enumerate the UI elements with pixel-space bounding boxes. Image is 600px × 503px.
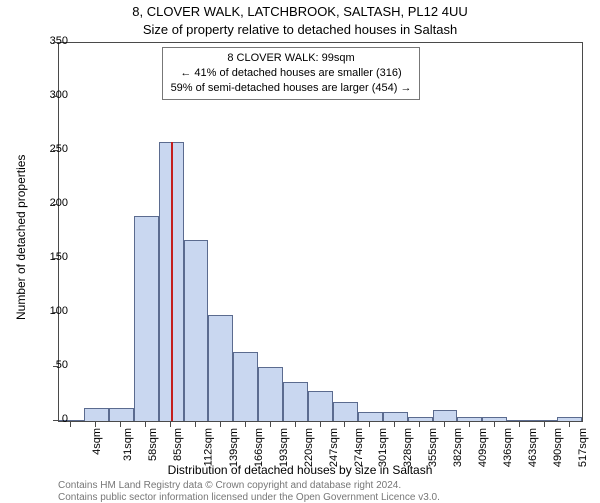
histogram-bar [233,352,258,421]
histogram-bar [184,240,209,421]
marker-line [171,142,173,421]
x-tick-mark [120,422,121,427]
x-tick-mark [369,422,370,427]
histogram-bar [308,391,333,421]
x-tick-mark [320,422,321,427]
y-tick-mark [53,258,58,259]
chart-subtitle: Size of property relative to detached ho… [0,22,600,37]
y-tick-label: 50 [28,359,68,371]
histogram-bar [134,216,159,421]
x-tick-label: 220sqm [303,428,315,467]
histogram-bar [84,408,109,421]
chart-container: 8, CLOVER WALK, LATCHBROOK, SALTASH, PL1… [0,0,600,500]
y-tick-label: 300 [28,89,68,101]
y-tick-mark [53,204,58,205]
x-tick-mark [469,422,470,427]
x-tick-label: 328sqm [402,428,414,467]
x-tick-label: 112sqm [202,428,214,466]
x-tick-label: 463sqm [527,428,539,467]
x-tick-mark [295,422,296,427]
x-tick-mark [544,422,545,427]
x-tick-label: 301sqm [378,428,390,467]
y-axis-label: Number of detached properties [14,155,28,320]
x-tick-label: 193sqm [278,428,290,467]
y-tick-label: 250 [28,143,68,155]
x-tick-mark [419,422,420,427]
x-tick-label: 382sqm [452,428,464,467]
y-tick-mark [53,42,58,43]
x-tick-mark [519,422,520,427]
y-tick-label: 200 [28,197,68,209]
histogram-bar [258,367,283,421]
x-tick-label: 58sqm [147,428,159,461]
x-tick-label: 409sqm [477,428,489,467]
y-tick-label: 150 [28,251,68,263]
x-tick-mark [195,422,196,427]
footer-line-1: Contains HM Land Registry data © Crown c… [58,480,401,491]
x-tick-label: 517sqm [577,428,589,467]
y-tick-label: 350 [28,35,68,47]
x-tick-label: 85sqm [172,428,184,461]
annotation-line: 8 CLOVER WALK: 99sqm [171,51,412,66]
x-tick-label: 166sqm [253,428,265,467]
histogram-bar [557,417,582,421]
x-tick-label: 355sqm [427,428,439,467]
x-tick-mark [344,422,345,427]
x-tick-mark [569,422,570,427]
x-tick-label: 31sqm [122,428,134,461]
histogram-bar [358,412,383,421]
histogram-bar [333,402,358,421]
histogram-bar [109,408,134,421]
histogram-bar [433,410,458,421]
x-tick-mark [145,422,146,427]
x-tick-label: 4sqm [91,428,103,455]
y-tick-mark [53,420,58,421]
x-tick-label: 274sqm [353,428,365,467]
y-tick-mark [53,312,58,313]
histogram-bar [383,412,408,421]
x-tick-mark [245,422,246,427]
x-tick-mark [494,422,495,427]
x-tick-mark [270,422,271,427]
x-tick-label: 436sqm [502,428,514,467]
histogram-bar [457,417,482,421]
y-tick-mark [53,150,58,151]
x-axis-label: Distribution of detached houses by size … [0,463,600,477]
plot-area: 8 CLOVER WALK: 99sqm← 41% of detached ho… [58,42,583,422]
x-tick-mark [394,422,395,427]
x-tick-label: 139sqm [228,428,240,467]
annotation-line: ← 41% of detached houses are smaller (31… [171,66,412,81]
histogram-bar [507,420,532,421]
x-tick-mark [70,422,71,427]
y-tick-mark [53,96,58,97]
x-tick-label: 490sqm [552,428,564,467]
y-tick-label: 0 [28,413,68,425]
histogram-bar [283,382,308,421]
histogram-bar [482,417,507,421]
footer-line-2: Contains public sector information licen… [58,492,440,503]
x-tick-mark [444,422,445,427]
x-tick-mark [95,422,96,427]
histogram-bar [208,315,233,421]
annotation-box: 8 CLOVER WALK: 99sqm← 41% of detached ho… [162,47,421,100]
histogram-bar [532,420,557,421]
x-tick-label: 247sqm [328,428,340,467]
y-tick-label: 100 [28,305,68,317]
histogram-bar [408,417,433,421]
x-tick-mark [170,422,171,427]
y-tick-mark [53,366,58,367]
x-tick-mark [220,422,221,427]
chart-title: 8, CLOVER WALK, LATCHBROOK, SALTASH, PL1… [0,4,600,19]
annotation-line: 59% of semi-detached houses are larger (… [171,81,412,96]
